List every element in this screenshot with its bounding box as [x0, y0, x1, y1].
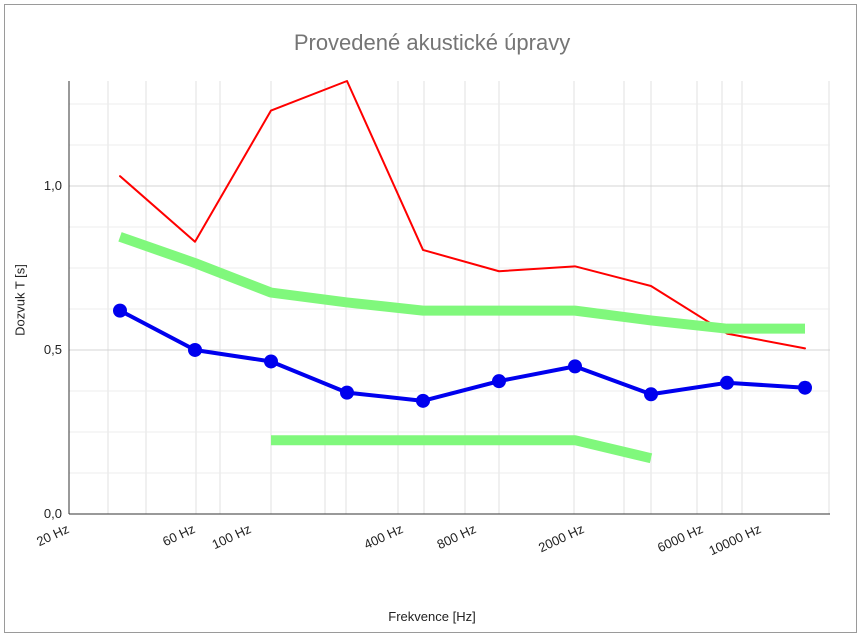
series-line-0	[119, 80, 806, 350]
tick-labels: 0,0 0,5 1,0 20 Hz 60 Hz 100 Hz 400 Hz 800 Hz 200…	[34, 178, 763, 558]
data-point	[798, 380, 812, 395]
data-point	[188, 342, 202, 357]
x-tick-label: 10000 Hz	[706, 521, 763, 558]
data-point	[644, 387, 658, 402]
data-point	[416, 393, 430, 408]
x-tick-label: 800 Hz	[435, 521, 479, 552]
data-point	[720, 375, 734, 390]
data-point	[340, 385, 354, 400]
y-tick-label: 1,0	[44, 178, 62, 193]
x-tick-label: 400 Hz	[362, 521, 406, 552]
data-point	[113, 303, 127, 318]
series-line-1	[118, 232, 805, 334]
grid	[69, 81, 830, 514]
x-axis-label: Frekvence [Hz]	[388, 609, 476, 624]
y-tick-label: 0,0	[44, 506, 62, 521]
chart-title: Provedené akustické úpravy	[293, 30, 571, 55]
x-tick-label: 60 Hz	[160, 521, 197, 549]
axes	[68, 81, 830, 515]
x-tick-label: 20 Hz	[34, 521, 71, 549]
data-point	[492, 374, 506, 389]
series-group	[113, 80, 812, 464]
x-tick-label: 2000 Hz	[536, 521, 586, 555]
data-point	[568, 359, 582, 374]
x-tick-label: 6000 Hz	[655, 521, 705, 555]
series-line-2	[271, 435, 653, 464]
y-tick-label: 0,5	[44, 342, 62, 357]
x-tick-label: 100 Hz	[210, 521, 254, 552]
data-point	[264, 354, 278, 369]
series-line-3	[118, 308, 807, 403]
